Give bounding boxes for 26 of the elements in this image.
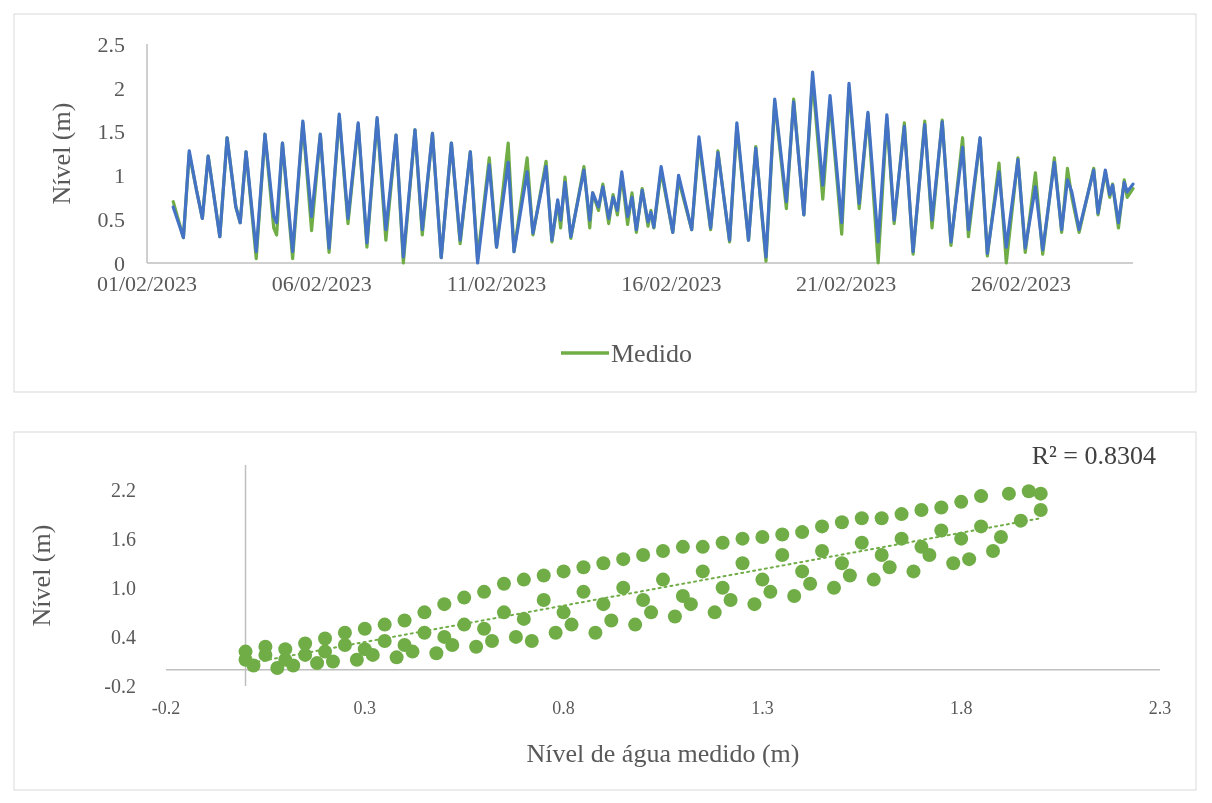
y-tick-label: 0.5	[97, 206, 125, 232]
y-tick-label: -0.2	[104, 675, 136, 697]
x-tick-label: 2.3	[1148, 698, 1172, 718]
x-tick-label: 0.3	[353, 698, 377, 718]
x-tick-label: 06/02/2023	[271, 271, 372, 296]
y-tick-label: 1	[114, 163, 125, 189]
x-tick-label: 21/02/2023	[795, 271, 897, 296]
x-tick-label: 16/02/2023	[621, 271, 722, 296]
y-tick-label: 2.2	[111, 478, 136, 501]
y-tick-label: 0.4	[111, 625, 136, 648]
x-tick-label: -0.2	[151, 698, 181, 718]
x-tick-label: 11/02/2023	[446, 271, 547, 296]
y-tick-label: 1.0	[111, 576, 136, 599]
x-axis-title: Nível de água medido (m)	[526, 739, 800, 768]
x-tick-label: 0.8	[552, 698, 575, 718]
y-tick-label: 2	[114, 75, 125, 101]
y-axis-title: Nível (m)	[47, 102, 76, 205]
y-tick-label: 2.5	[97, 31, 125, 57]
x-tick-label: 26/02/2023	[970, 271, 1071, 296]
x-tick-label: 1.8	[949, 698, 973, 718]
x-tick-label: 1.3	[751, 698, 774, 718]
y-axis-title: Nível (m)	[27, 524, 56, 627]
y-tick-label: 1.5	[97, 119, 125, 145]
annotation: R² = 0.8304	[1031, 441, 1156, 470]
legend-label: Medido	[611, 339, 692, 369]
y-tick-label: 1.6	[111, 527, 136, 550]
